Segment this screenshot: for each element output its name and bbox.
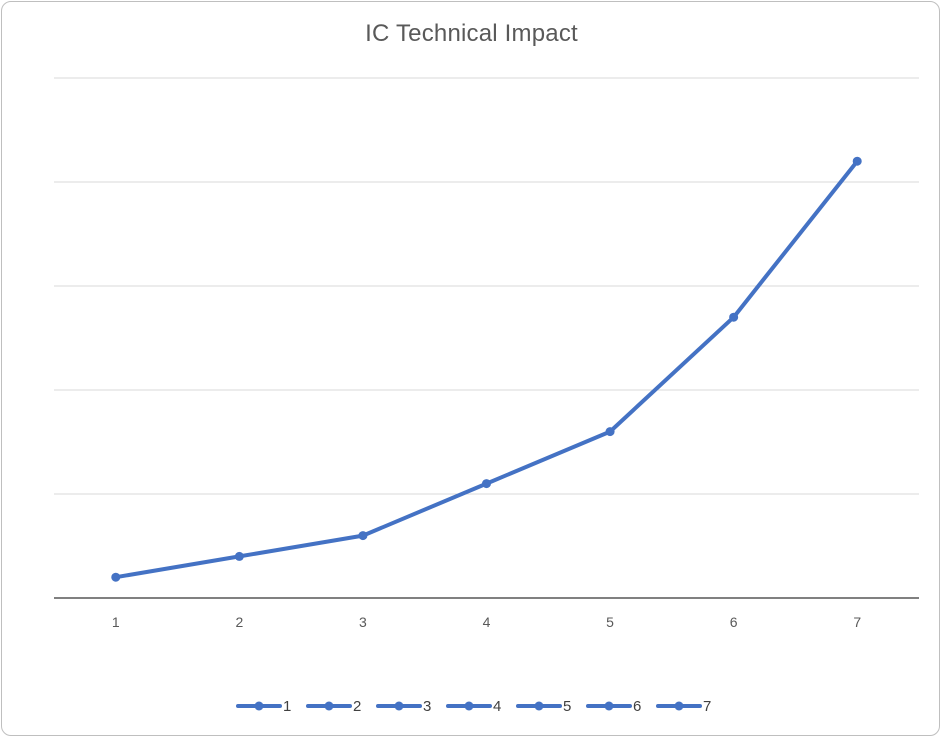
legend-label: 7 [703,698,711,715]
x-tick-label: 7 [853,614,861,630]
legend-label: 4 [493,698,501,715]
data-point-2 [234,551,244,561]
legend-label: 6 [633,698,641,715]
legend-swatch-marker [534,701,544,711]
x-tick-label: 3 [359,614,367,630]
x-tick-label: 2 [235,614,243,630]
data-point-7 [852,156,862,166]
data-point-5 [605,427,615,437]
legend-item-6: 6 [586,698,641,715]
x-tick-label: 6 [730,614,738,630]
data-point-3 [358,531,368,541]
legend-label: 2 [353,698,361,715]
series-layer [111,156,862,582]
x-tick-label: 1 [112,614,120,630]
legend-item-7: 7 [656,698,711,715]
series-line [113,159,860,580]
data-point-1 [111,572,121,582]
legend-label: 1 [283,698,291,715]
x-tick-label: 5 [606,614,614,630]
legend-item-2: 2 [306,698,361,715]
legend-label: 5 [563,698,571,715]
gridlines [54,77,919,495]
legend-label: 3 [423,698,431,715]
legend-item-1: 1 [236,698,291,715]
legend-swatch-marker [674,701,684,711]
legend-item-4: 4 [446,698,501,715]
legend-swatch-marker [324,701,334,711]
legend-swatch-marker [604,701,614,711]
chart-title: IC Technical Impact [365,20,578,47]
legend-swatch-marker [254,701,264,711]
legend-item-5: 5 [516,698,571,715]
legend-swatch-marker [394,701,404,711]
legend: 1 2 3 4 5 6 7 [236,698,711,715]
x-tick-labels: 1 2 3 4 5 6 7 [112,614,861,630]
data-point-6 [729,312,739,322]
legend-swatch-marker [464,701,474,711]
x-tick-label: 4 [483,614,491,630]
legend-item-3: 3 [376,698,431,715]
data-point-4 [482,479,491,489]
